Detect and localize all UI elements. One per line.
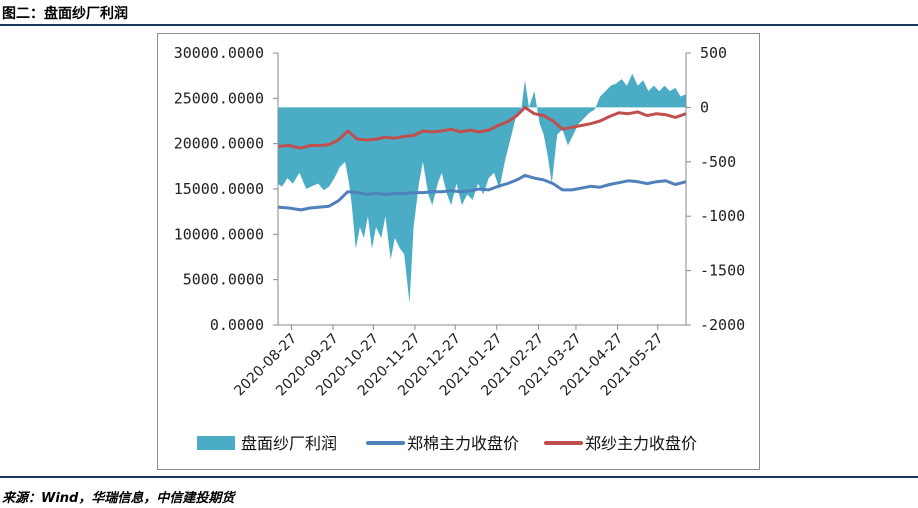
bottom-rule [0, 476, 918, 478]
left-tick-label: 25000.0000 [174, 89, 264, 107]
right-tick-label: -1000 [700, 207, 745, 225]
left-tick-label: 0.0000 [210, 316, 264, 334]
legend: 盘面纱厂利润 郑棉主力收盘价 郑纱主力收盘价 [197, 434, 697, 453]
left-tick-label: 10000.0000 [174, 225, 264, 243]
legend-label: 郑棉主力收盘价 [407, 434, 519, 453]
legend-label: 盘面纱厂利润 [241, 434, 337, 453]
right-tick-label: -1500 [700, 262, 745, 280]
right-tick-label: 500 [700, 44, 727, 62]
right-tick-label: 0 [700, 98, 709, 116]
chart-frame [157, 33, 760, 470]
right-tick-label: -2000 [700, 316, 745, 334]
price-lines-layer [277, 105, 687, 212]
figure-title: 图二：盘面纱厂利润 [2, 6, 128, 22]
series-line-1 [277, 173, 687, 212]
axes-layer [273, 52, 691, 330]
legend-label: 郑纱主力收盘价 [585, 434, 697, 453]
right-tick-label: -500 [700, 153, 736, 171]
title-rule [0, 24, 918, 26]
series-line-2 [277, 105, 687, 150]
source-note: 来源：Wind，华瑞信息，中信建投期货 [2, 491, 235, 506]
left-tick-label: 15000.0000 [174, 180, 264, 198]
legend-swatch-area [197, 436, 235, 450]
left-tick-label: 5000.0000 [183, 271, 264, 289]
left-tick-label: 20000.0000 [174, 135, 264, 153]
left-tick-label: 30000.0000 [174, 44, 264, 62]
